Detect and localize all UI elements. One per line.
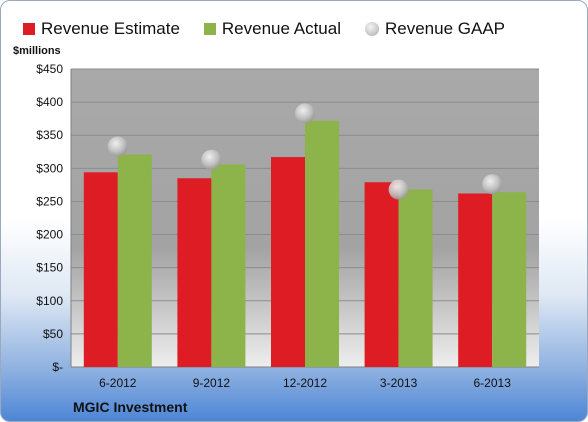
legend-label-estimate: Revenue Estimate: [41, 19, 180, 38]
y-tick-label: $400: [36, 95, 63, 109]
y-tick-label: $-: [52, 360, 63, 374]
x-tick-label: 6-2013: [474, 376, 512, 390]
legend-swatch-actual: [203, 23, 216, 35]
legend-label-gaap: Revenue GAAP: [385, 19, 506, 38]
x-tick-label: 6-2012: [99, 376, 137, 390]
legend-swatch-estimate: [23, 23, 35, 35]
x-tick-label: 9-2012: [193, 376, 231, 390]
bar-revenue-estimate: [83, 172, 118, 367]
bar-revenue-estimate: [364, 182, 399, 367]
y-tick-label: $100: [36, 294, 63, 308]
bar-revenue-actual: [305, 120, 339, 367]
legend-item-estimate: Revenue Estimate: [23, 19, 180, 39]
y-tick-label: $450: [36, 62, 63, 76]
bar-revenue-estimate: [271, 157, 305, 367]
bar-revenue-actual: [211, 164, 246, 367]
legend-item-gaap: Revenue GAAP: [365, 19, 505, 39]
x-tick-label: 3-2013: [380, 376, 418, 390]
marker-revenue-gaap: [388, 179, 409, 200]
bar-revenue-actual: [398, 189, 433, 367]
bar-revenue-actual: [492, 192, 527, 367]
legend: Revenue Estimate Revenue Actual Revenue …: [23, 17, 583, 41]
y-tick-label: $300: [36, 161, 63, 175]
legend-label-actual: Revenue Actual: [221, 19, 341, 38]
y-tick-label: $250: [36, 194, 63, 208]
legend-marker-gaap: [365, 22, 379, 36]
y-tick-label: $50: [43, 327, 63, 341]
x-tick-label: 12-2012: [283, 376, 327, 390]
y-tick-label: $150: [36, 261, 63, 275]
y-axis-units-label: $millions: [13, 45, 61, 57]
marker-revenue-gaap: [201, 149, 222, 170]
y-tick-label: $200: [36, 228, 63, 242]
y-tick-label: $350: [36, 128, 63, 142]
bar-revenue-actual: [117, 154, 152, 367]
legend-item-actual: Revenue Actual: [203, 19, 341, 39]
company-name-label: MGIC Investment: [73, 399, 188, 415]
bar-revenue-estimate: [177, 178, 212, 367]
marker-revenue-gaap: [107, 136, 128, 157]
bar-revenue-estimate: [458, 193, 493, 367]
marker-revenue-gaap: [482, 174, 503, 195]
marker-revenue-gaap: [295, 103, 315, 124]
